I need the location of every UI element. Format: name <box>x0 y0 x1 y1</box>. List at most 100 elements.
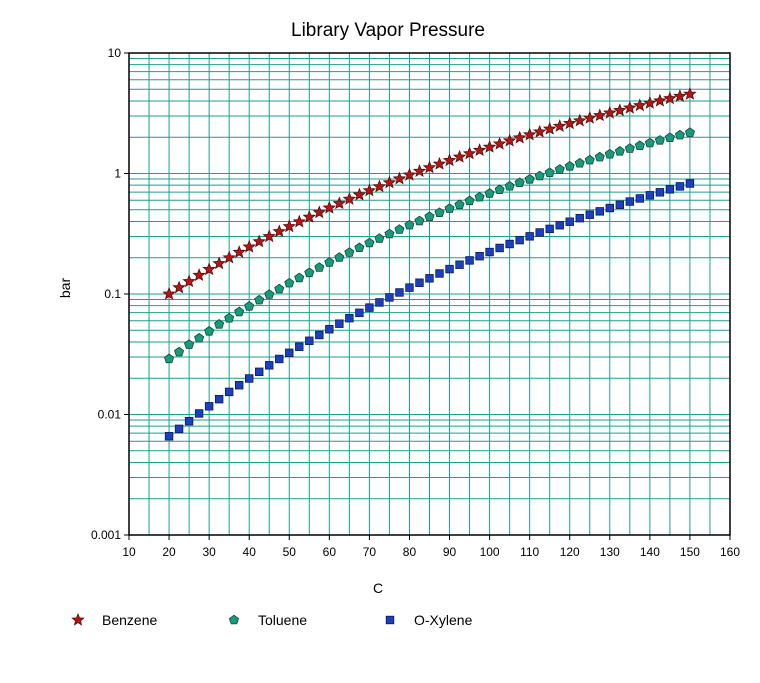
data-point <box>684 127 695 137</box>
data-point <box>272 224 287 238</box>
data-point <box>294 272 305 283</box>
data-point <box>425 274 434 283</box>
data-point <box>664 132 675 143</box>
data-point <box>474 191 485 202</box>
x-tick-label: 10 <box>122 545 136 559</box>
y-axis-label: bar <box>57 278 73 299</box>
data-point <box>495 243 504 253</box>
data-point <box>315 330 324 340</box>
data-point <box>285 348 294 358</box>
data-point <box>244 374 254 383</box>
data-point <box>554 164 565 174</box>
data-point <box>355 308 364 318</box>
data-point <box>344 247 355 257</box>
x-tick-label: 160 <box>720 545 740 559</box>
data-point <box>552 119 567 132</box>
data-point <box>224 387 234 397</box>
data-point <box>174 346 185 357</box>
data-point <box>414 215 425 226</box>
data-point <box>475 251 484 261</box>
data-point <box>542 121 557 135</box>
data-point <box>545 224 554 234</box>
data-point <box>365 303 374 312</box>
legend-marker-star <box>71 612 85 626</box>
data-point <box>385 293 394 302</box>
data-point <box>314 262 325 272</box>
data-point <box>182 274 196 288</box>
data-point <box>565 217 574 226</box>
data-point <box>255 367 264 377</box>
legend-label: Toluene <box>258 612 307 628</box>
data-point <box>595 207 604 216</box>
data-point <box>364 237 375 248</box>
data-point <box>665 185 675 194</box>
data-point <box>312 205 327 219</box>
data-point <box>162 286 176 300</box>
x-tick-label: 60 <box>323 545 337 559</box>
data-point <box>345 313 354 323</box>
data-point <box>654 135 665 145</box>
data-point <box>244 301 255 311</box>
data-point <box>624 143 635 153</box>
data-point <box>544 167 555 178</box>
data-series <box>162 87 697 441</box>
y-tick-labels: 10 1 0.1 0.01 0.001 <box>91 46 129 542</box>
data-point <box>683 87 697 100</box>
data-point <box>575 213 584 223</box>
data-point <box>514 177 525 188</box>
data-point <box>673 89 687 102</box>
data-point <box>504 180 515 191</box>
legend-label: O-Xylene <box>414 612 473 628</box>
data-point <box>382 175 397 189</box>
data-point <box>342 192 357 205</box>
data-point <box>204 402 214 411</box>
grid-lines <box>129 53 730 535</box>
data-point <box>282 219 297 233</box>
legend-label: Benzene <box>102 612 157 628</box>
data-point <box>395 288 404 297</box>
data-point <box>535 228 544 237</box>
data-point <box>172 280 186 294</box>
data-point <box>584 154 595 165</box>
data-point <box>515 235 524 245</box>
data-point <box>424 211 435 222</box>
data-point <box>242 239 256 253</box>
data-point <box>615 200 625 209</box>
data-point <box>482 139 497 153</box>
data-point <box>325 325 334 334</box>
data-point <box>604 148 615 159</box>
data-point <box>254 294 265 305</box>
data-point <box>492 136 507 150</box>
data-point <box>222 250 236 264</box>
data-point <box>594 151 605 162</box>
data-point <box>402 167 417 181</box>
data-point <box>512 130 527 144</box>
data-point <box>224 312 235 323</box>
data-point <box>645 191 655 200</box>
data-point <box>574 157 585 168</box>
data-point <box>422 160 437 174</box>
data-point <box>292 214 307 228</box>
data-point <box>164 353 175 364</box>
data-point <box>274 283 285 294</box>
data-point <box>335 319 344 328</box>
x-tick-label: 130 <box>600 545 620 559</box>
data-point <box>352 187 367 201</box>
x-tick-label: 150 <box>680 545 700 559</box>
series-benzene <box>162 87 697 300</box>
data-point <box>625 197 635 206</box>
data-point <box>675 182 685 191</box>
data-point <box>534 170 545 181</box>
data-point <box>375 298 384 307</box>
x-tick-label: 100 <box>480 545 500 559</box>
series-toluene <box>164 127 695 364</box>
data-point <box>634 140 645 151</box>
data-point <box>284 277 295 288</box>
x-tick-label: 20 <box>162 545 176 559</box>
data-point <box>302 209 317 223</box>
y-tick-label: 0.01 <box>98 408 122 422</box>
series-o-xylene <box>164 179 695 441</box>
data-point <box>442 153 457 167</box>
data-point <box>623 100 637 114</box>
